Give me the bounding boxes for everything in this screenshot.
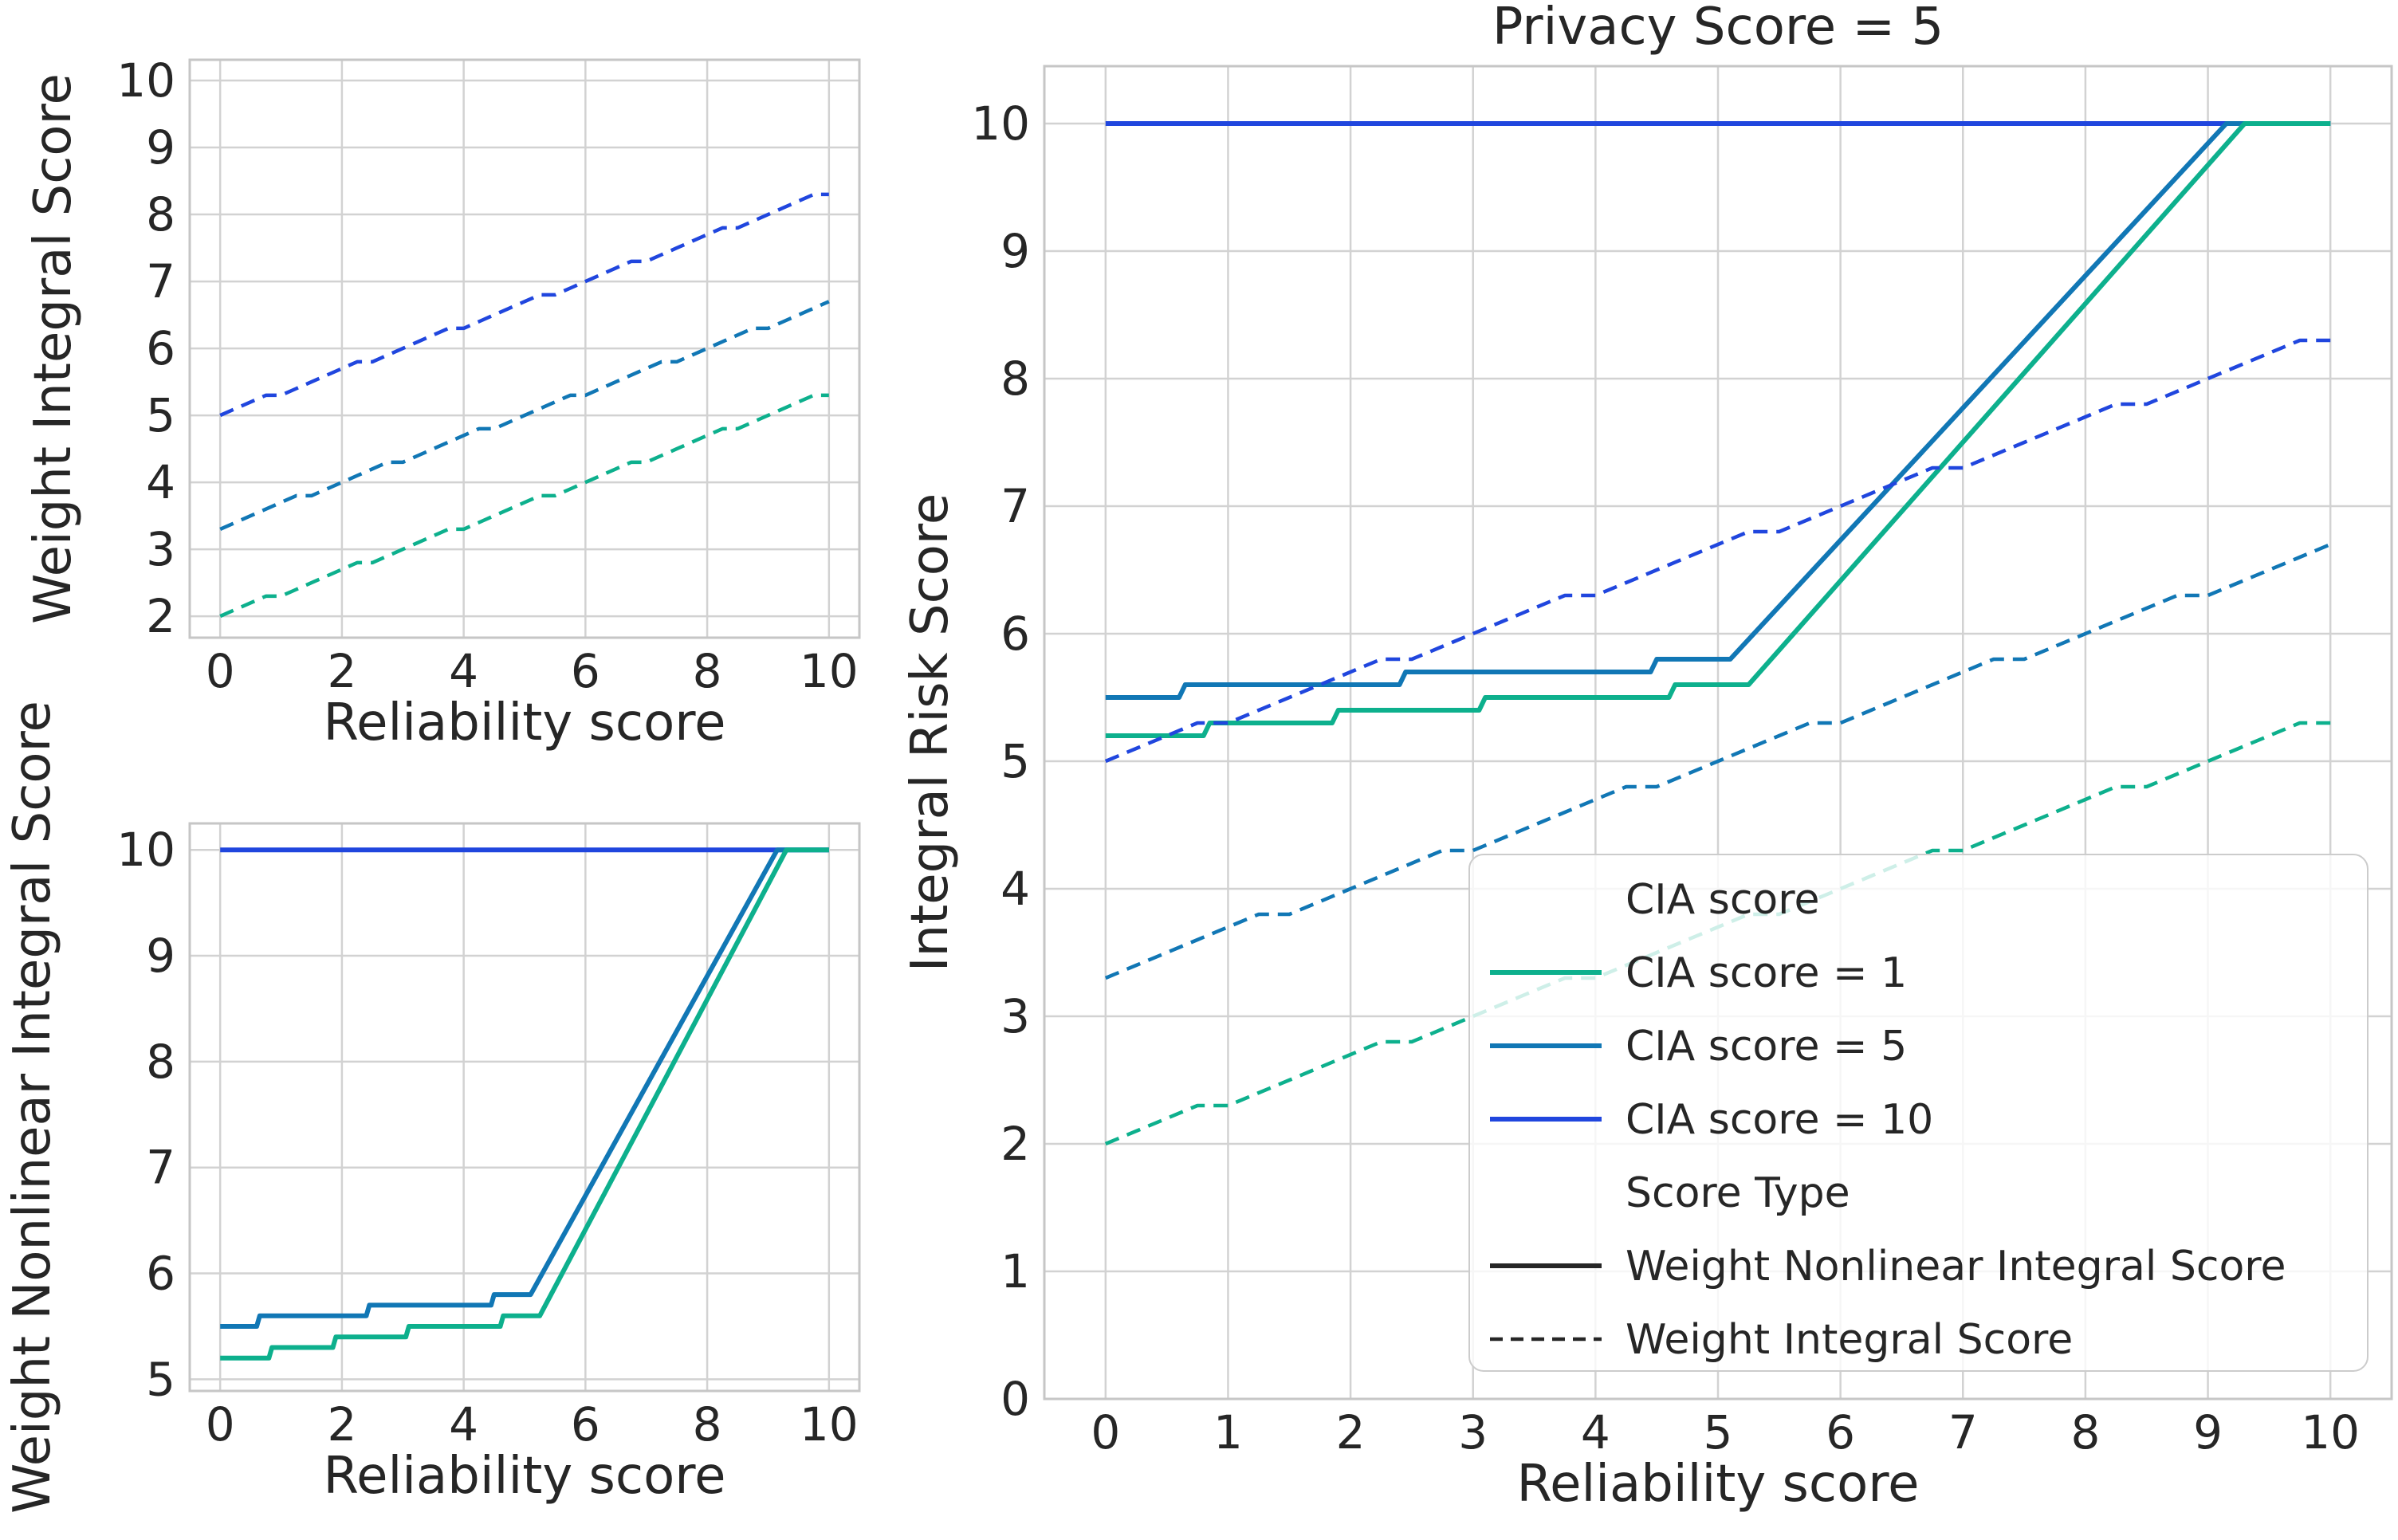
ytick-label-top_left: 10 [116,53,175,108]
xtick-label-right: 0 [1091,1405,1120,1459]
ytick-label-top_left: 7 [146,254,175,308]
series-line-wi_cia10 [219,192,829,418]
xtick-label-top_left: 10 [800,644,859,698]
axes-border-right [1043,65,2393,1401]
legend: CIA score CIA score = 1 CIA score = 5 CIA s… [1468,854,2369,1372]
ytick-label-right: 0 [1000,1372,1030,1426]
ytick-label-right: 6 [1000,607,1030,661]
xaxis-label-bottom_left: Reliability score [324,1447,726,1506]
xtick-label-top_left: 2 [327,644,356,698]
xtick-label-bottom_left: 10 [800,1397,859,1452]
axes-border-bottom_left [188,822,861,1393]
xtick-label-bottom_left: 8 [693,1397,722,1452]
series-line-wi_cia1 [219,393,829,619]
chart-right: 0 1 2 3 4 5 6 7 8 9 10 0 1 2 3 4 5 6 7 8 9 10 Reliability scor… [901,0,2393,1514]
plot-area-bottom_left [190,823,859,1391]
ytick-label-bottom_left: 10 [116,823,175,877]
legend-header: Score Type [1626,1169,1850,1217]
xtick-label-top_left: 8 [693,644,722,698]
xtick-label-top_left: 0 [206,644,235,698]
ytick-label-top_left: 6 [146,321,175,375]
legend-entry-label: CIA score = 5 [1626,1023,1907,1071]
series-line-wi_cia5 [1104,542,2332,980]
ytick-label-right: 5 [1000,734,1030,788]
chart-bottom_left: 0 2 4 6 8 10 5 6 7 8 9 10 Reliability score Weight No… [3,701,861,1514]
series-line-wi_cia10 [1104,338,2331,764]
ytick-label-top_left: 3 [146,522,175,576]
ytick-label-right: 4 [1000,862,1030,916]
legend-entry-label: CIA score = 1 [1626,949,1907,997]
xtick-label-bottom_left: 0 [206,1397,235,1452]
xtick-label-right: 6 [1826,1405,1855,1459]
legend-entry-label: Weight Nonlinear Integral Score [1626,1243,2286,1291]
series-line-wn_cia5 [220,847,829,1329]
series-line-wi_cia5 [219,300,830,531]
ytick-label-top_left: 9 [146,120,175,175]
axes-border-top_left [188,58,861,639]
xtick-label-right: 10 [2301,1405,2360,1459]
xtick-label-right: 2 [1336,1405,1366,1459]
xtick-label-right: 3 [1458,1405,1488,1459]
ytick-label-right: 10 [971,96,1030,151]
xtick-label-bottom_left: 6 [571,1397,600,1452]
xaxis-label-right: Reliability score [1517,1455,1920,1514]
xtick-label-right: 1 [1213,1405,1243,1459]
series-line-wn_cia1 [220,847,829,1361]
yaxis-label-bottom_left: Weight Nonlinear Integral Score [3,701,62,1514]
ytick-label-bottom_left: 7 [146,1141,175,1195]
ytick-label-bottom_left: 5 [146,1352,175,1406]
series-line-wn_cia5 [1105,121,2331,700]
xtick-label-right: 7 [1948,1405,1978,1459]
ytick-label-bottom_left: 6 [146,1247,175,1301]
ytick-label-right: 2 [1000,1117,1030,1171]
xtick-label-bottom_left: 4 [449,1397,478,1452]
ytick-label-top_left: 5 [146,388,175,442]
ytick-label-bottom_left: 9 [146,929,175,983]
ytick-label-right: 9 [1000,224,1030,278]
ytick-label-top_left: 2 [146,589,175,643]
chart-title-right: Privacy Score = 5 [1492,0,1944,57]
ytick-label-right: 8 [1000,352,1030,406]
ytick-label-bottom_left: 8 [146,1035,175,1089]
legend-header: CIA score [1626,876,1819,924]
legend-entry-label: CIA score = 10 [1626,1096,1933,1144]
yaxis-label-right: Integral Risk Score [901,493,960,972]
xtick-label-bottom_left: 2 [327,1397,356,1452]
xtick-label-right: 5 [1704,1405,1733,1459]
xtick-label-right: 9 [2193,1405,2223,1459]
xtick-label-right: 8 [2070,1405,2100,1459]
ytick-label-top_left: 4 [146,455,175,509]
xtick-label-right: 4 [1581,1405,1610,1459]
xtick-label-top_left: 4 [449,644,478,698]
yaxis-label-top_left: Weight Integral Score [24,73,83,624]
legend-box [1468,854,2369,1372]
xaxis-label-top_left: Reliability score [324,693,726,752]
ytick-label-right: 7 [1000,479,1030,533]
ytick-label-right: 1 [1000,1244,1030,1298]
legend-entry-label: Weight Integral Score [1626,1316,2073,1364]
series-line-wn_cia1 [1105,121,2331,738]
ytick-label-top_left: 8 [146,187,175,242]
xtick-label-top_left: 6 [571,644,600,698]
ytick-label-right: 3 [1000,989,1030,1043]
